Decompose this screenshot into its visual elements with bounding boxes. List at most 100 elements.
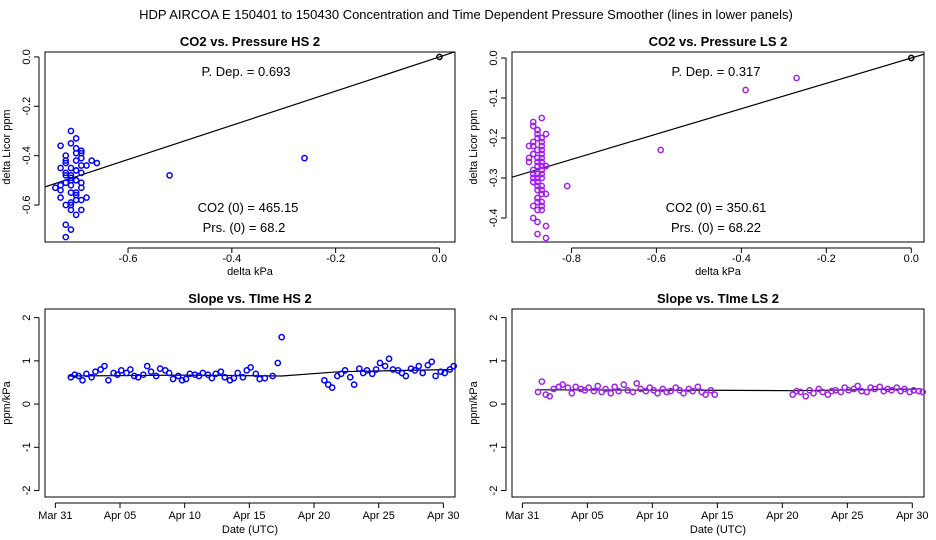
y-tick-label: 0 (21, 401, 33, 407)
data-point (372, 366, 380, 373)
data-point (534, 146, 541, 154)
data-point (123, 369, 130, 377)
data-point (67, 174, 75, 182)
data-point (667, 387, 674, 395)
data-point (62, 179, 70, 187)
data-point (642, 387, 650, 395)
data-point (542, 162, 550, 170)
data-point (534, 194, 541, 202)
data-point (385, 355, 393, 363)
data-point (355, 365, 363, 372)
data-point (57, 164, 64, 172)
y-tick-label: 0 (488, 401, 500, 407)
data-point (71, 371, 79, 379)
data-point (525, 158, 533, 166)
data-point (538, 174, 546, 182)
data-point (542, 130, 550, 138)
data-point (607, 389, 615, 397)
data-point (130, 372, 138, 380)
data-point (534, 230, 541, 238)
data-point (62, 169, 70, 177)
data-point (166, 172, 173, 179)
data-point (534, 218, 541, 226)
data-point (529, 214, 537, 222)
data-point (72, 135, 80, 142)
data-point (346, 373, 354, 381)
data-point (534, 130, 541, 138)
data-point (165, 369, 173, 377)
data-point (694, 383, 702, 391)
data-point (525, 142, 533, 150)
data-point (538, 206, 546, 214)
data-point (789, 391, 797, 398)
data-point (534, 198, 541, 206)
data-point (156, 365, 164, 372)
data-point (441, 369, 449, 377)
y-tick-label: 2 (21, 315, 33, 321)
annotation: Prs. (0) = 68.2 (203, 220, 286, 235)
data-point (415, 362, 423, 370)
y-tick-label: 0.0 (488, 50, 500, 65)
data-point (529, 202, 537, 210)
data-point (534, 174, 541, 182)
data-point (278, 333, 286, 341)
data-point (212, 370, 220, 378)
y-tick-label: 1 (21, 358, 33, 364)
y-axis-title: ppm/kPa (468, 380, 480, 424)
data-point (62, 233, 70, 241)
data-point (72, 167, 80, 174)
data-point (105, 376, 112, 384)
y-tick-label: -1 (488, 442, 500, 452)
x-tick-label: Apr 30 (427, 510, 459, 522)
data-point (432, 372, 439, 380)
data-point (538, 142, 546, 150)
data-point (88, 157, 96, 164)
y-tick-label: 1 (488, 358, 500, 364)
x-tick-label: Apr 20 (298, 510, 330, 522)
annotation: CO2 (0) = 350.61 (666, 200, 767, 215)
data-point (538, 190, 546, 198)
data-point (793, 387, 800, 395)
data-point (67, 199, 75, 206)
data-point (538, 150, 546, 158)
data-point (97, 366, 104, 373)
fit-line (45, 52, 455, 188)
data-point (62, 201, 70, 209)
data-point (77, 149, 85, 157)
plot-frame (511, 308, 925, 498)
panel-slope-vs-time-ls: Slope vs. TIme LS 2 Mar 31 Apr 05 Apr 10 Apr… (468, 291, 929, 536)
data-point (67, 226, 75, 234)
data-point (534, 126, 541, 134)
y-tick-label: -1 (21, 442, 33, 452)
data-point (75, 372, 82, 380)
data-point (529, 142, 537, 150)
reference-point (436, 53, 443, 61)
data-point (62, 159, 70, 167)
data-point (337, 370, 345, 378)
data-point (402, 372, 410, 380)
x-axis-title: delta kPa (695, 266, 742, 278)
x-tick-label: Apr 05 (571, 510, 603, 522)
data-point (450, 362, 458, 370)
reference-point (907, 54, 915, 62)
x-tick-label: -0.2 (326, 253, 345, 265)
data-point (538, 154, 546, 162)
annotation: P. Dep. = 0.693 (201, 64, 290, 79)
data-point (828, 387, 836, 395)
data-point (72, 211, 80, 219)
plot-frame (44, 308, 456, 498)
data-point (550, 385, 557, 393)
x-tick-label: Apr 30 (896, 510, 928, 522)
data-point (411, 367, 419, 374)
data-point (376, 359, 384, 367)
data-point (230, 374, 238, 382)
data-point (93, 159, 101, 167)
data-point (611, 383, 619, 391)
y-tick-label: -0.3 (488, 169, 500, 188)
data-point (901, 385, 908, 393)
data-point (67, 189, 75, 196)
data-point (590, 387, 598, 395)
data-point (134, 373, 142, 381)
data-point (867, 384, 875, 392)
data-point (437, 368, 445, 376)
